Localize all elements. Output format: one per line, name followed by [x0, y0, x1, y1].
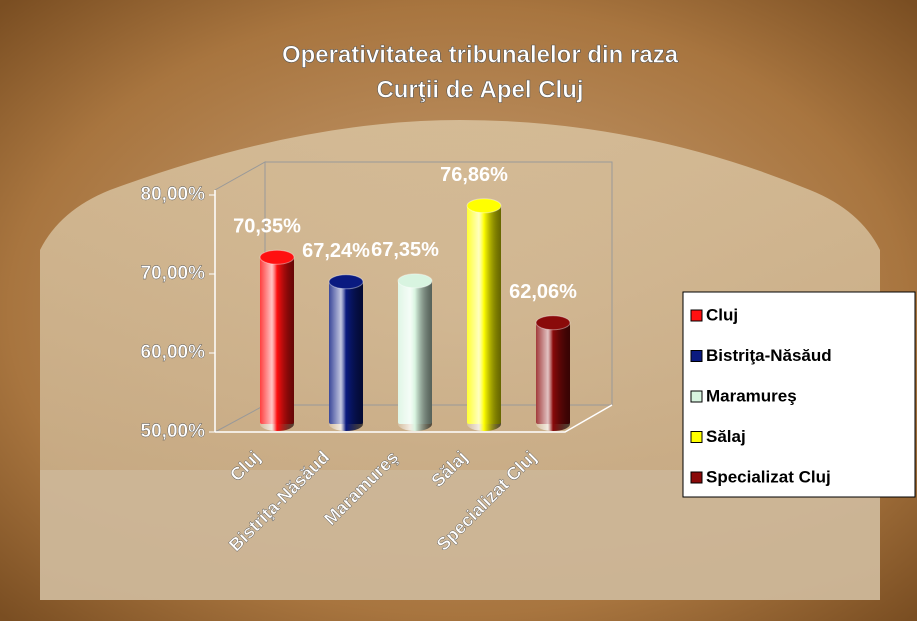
bar [398, 280, 432, 431]
bar [329, 281, 363, 431]
legend-swatch [690, 431, 703, 443]
legend-label: Sălaj [706, 427, 746, 446]
chart-subtitle: Curţii de Apel Cluj [376, 76, 583, 103]
value-label: 76,86% [440, 164, 508, 186]
value-label: 70,35% [233, 216, 301, 238]
legend-label: Maramureş [706, 386, 797, 405]
bar-top [328, 274, 364, 290]
plot-area [214, 161, 613, 433]
legend-swatch [690, 390, 703, 403]
legend-swatch [690, 350, 703, 362]
bar-top [466, 198, 502, 214]
legend-box [682, 291, 916, 498]
bar [536, 322, 570, 431]
floor-edge [215, 404, 613, 433]
value-label: 62,06% [509, 281, 577, 303]
y-tick-label: 50,00% [141, 421, 206, 442]
legend-label: Cluj [706, 305, 738, 324]
legend-swatch [690, 309, 703, 322]
y-tick-label: 70,00% [141, 263, 206, 284]
bar-top [535, 315, 571, 331]
bar [260, 257, 294, 431]
value-label: 67,24% [302, 240, 370, 262]
value-label: 67,35% [371, 239, 439, 261]
y-tick-label: 60,00% [141, 342, 206, 363]
legend-swatch [690, 471, 703, 484]
back-wall [265, 161, 613, 406]
bar-top [259, 249, 295, 265]
bar [467, 205, 501, 431]
legend-label: Bistriţa-Năsăud [706, 346, 832, 365]
chart-title: Operativitatea tribunalelor din raza [282, 41, 679, 68]
legend [682, 291, 916, 498]
y-tick-label: 80,00% [141, 184, 206, 205]
bar-top [397, 273, 433, 289]
legend-label: Specializat Cluj [706, 467, 831, 486]
